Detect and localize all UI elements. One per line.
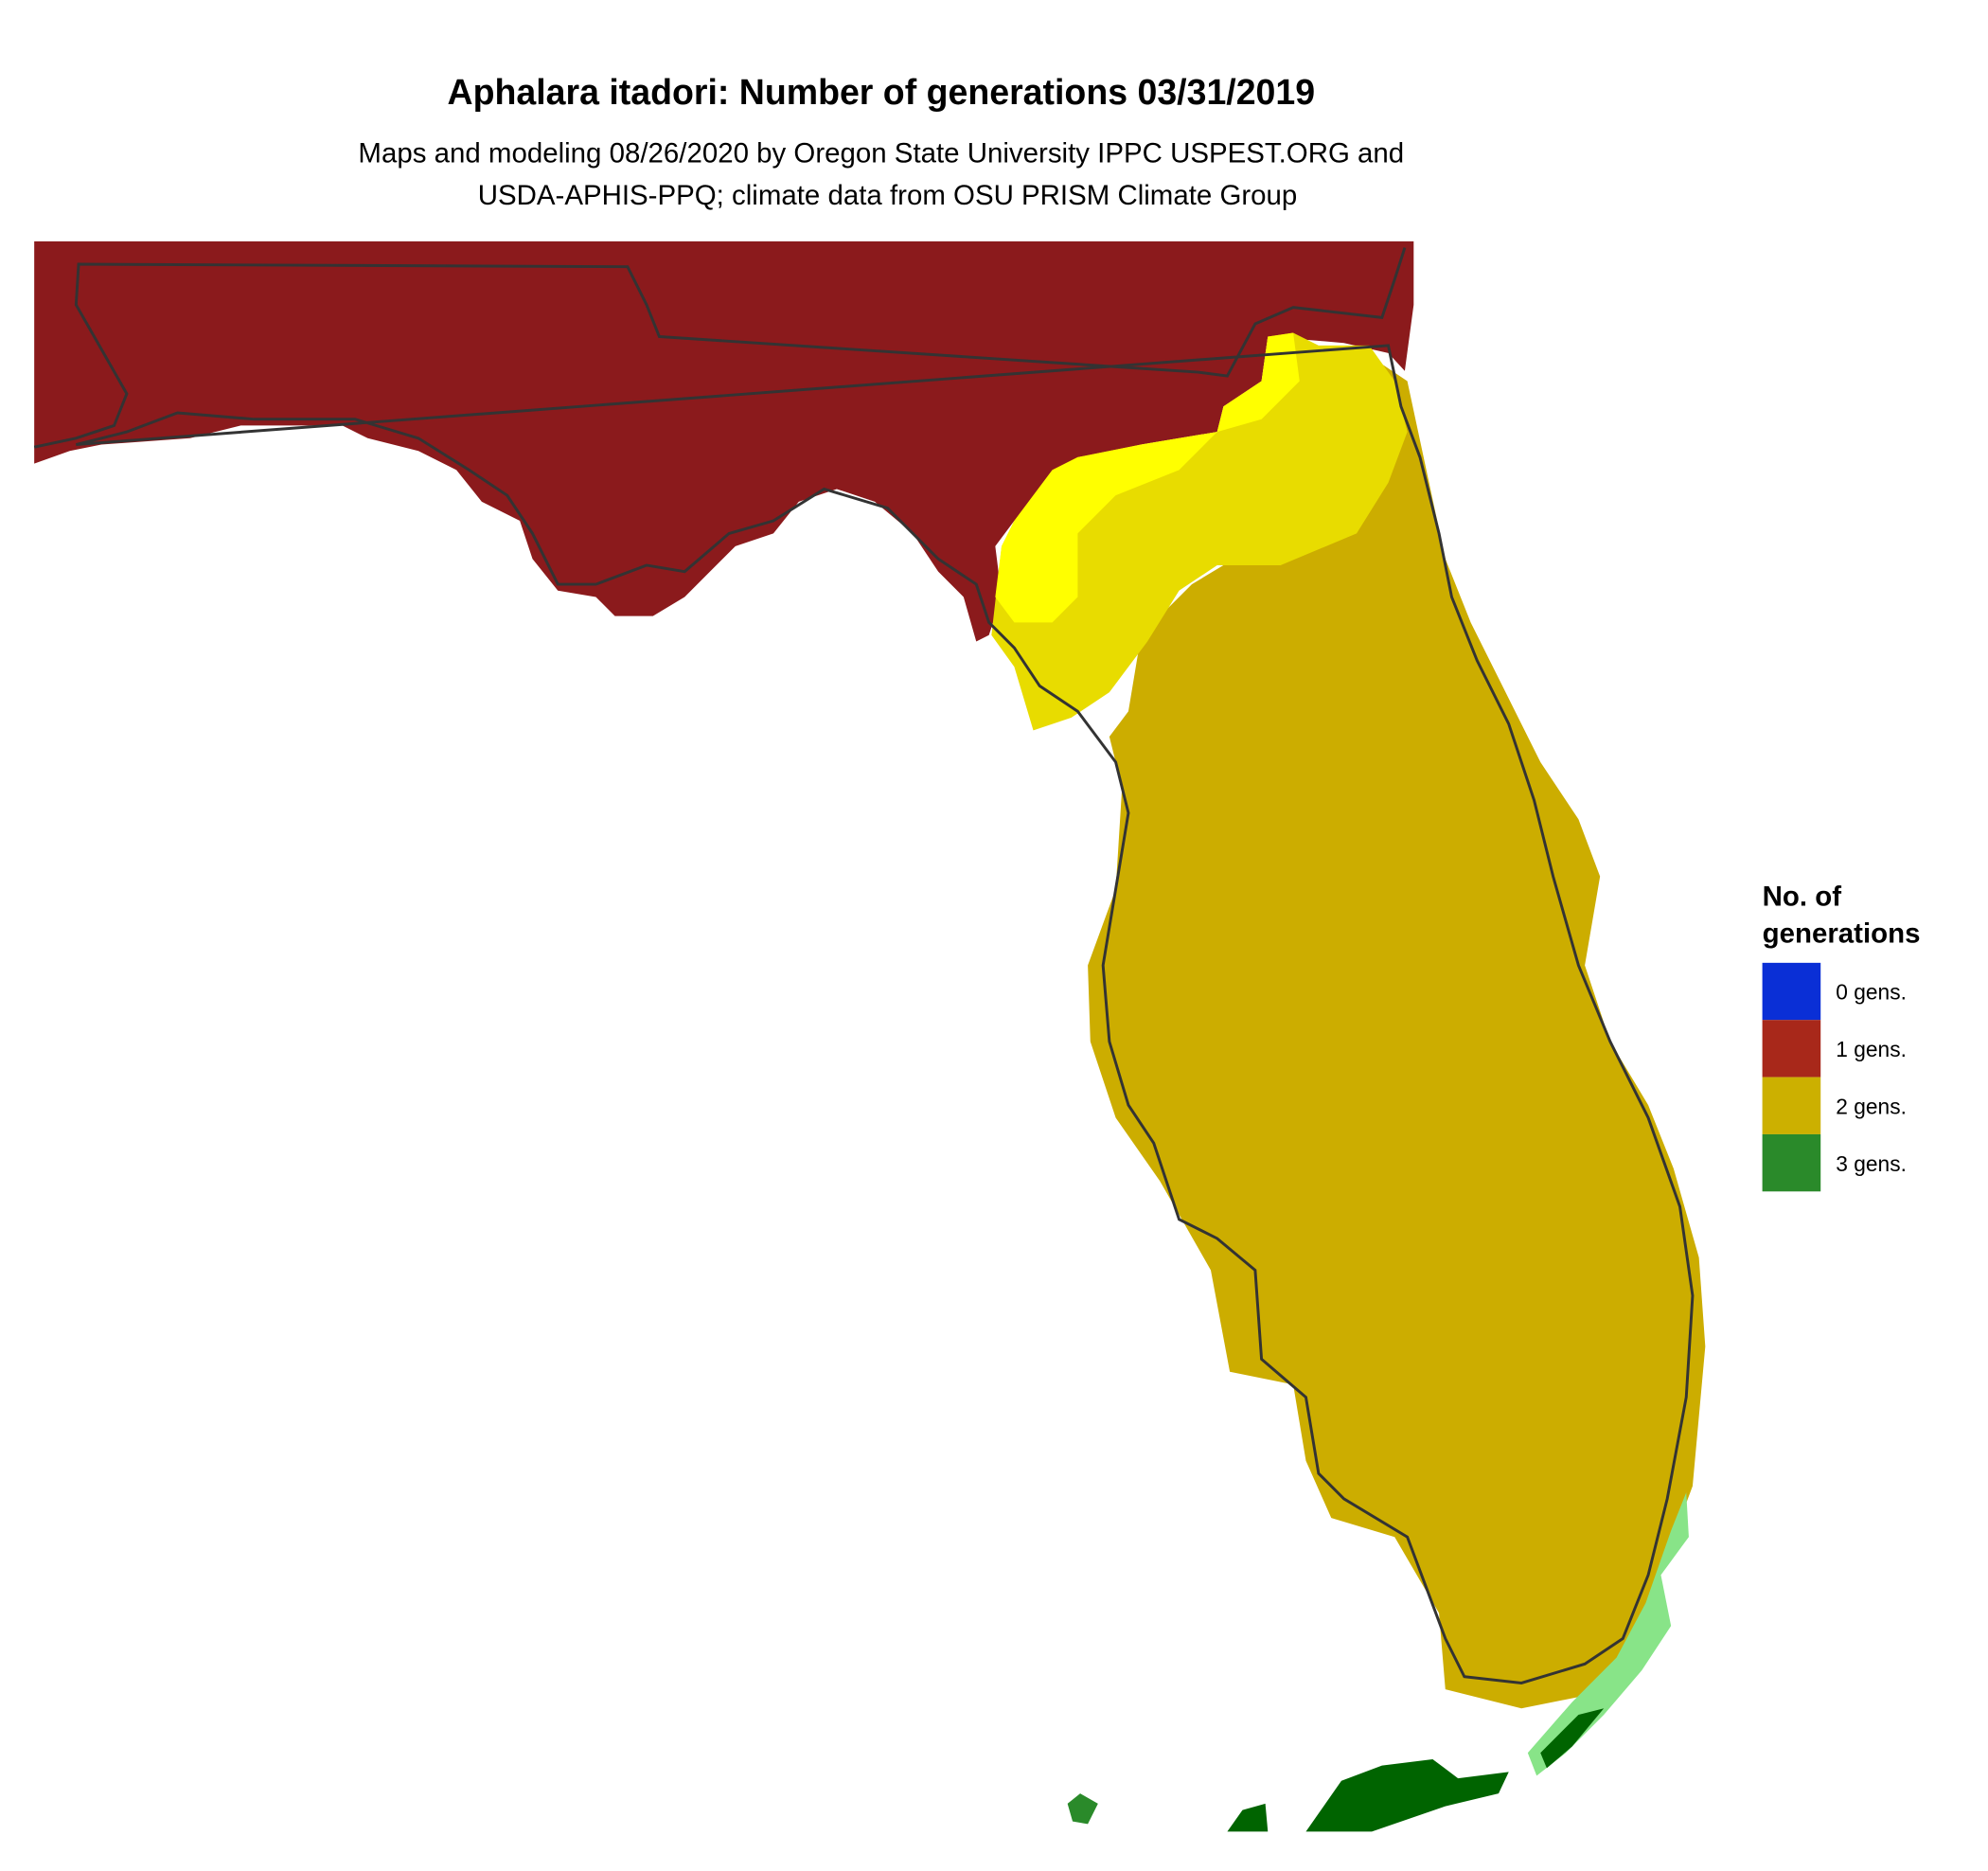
subtitle: Maps and modeling 08/26/2020 by Oregon S…	[358, 138, 1404, 169]
region-1-gen	[34, 241, 1414, 642]
subtitle: USDA-APHIS-PPQ; climate data from OSU PR…	[478, 180, 1298, 211]
map-regions	[34, 241, 1706, 1832]
legend-label: 1 gens.	[1836, 1037, 1907, 1061]
region-2-gen-light	[991, 332, 1408, 731]
region-3-gen-dark	[1540, 1708, 1605, 1769]
legend-label: 3 gens.	[1836, 1151, 1907, 1176]
title: Aphalara itadori: Number of generations …	[448, 72, 1316, 112]
legend-swatch	[1762, 1133, 1821, 1192]
region-3-gen-dark	[1227, 1803, 1269, 1832]
region-3-gen-light	[1527, 1492, 1689, 1776]
region-2-gen-bright	[995, 332, 1300, 623]
region-3-gen	[1067, 1793, 1098, 1825]
legend-label: 0 gens.	[1836, 980, 1907, 1005]
region-2-gen	[1088, 355, 1706, 1709]
region-3-gen-dark	[1305, 1758, 1509, 1832]
legend-title: generations	[1763, 918, 1921, 949]
legend-swatch	[1762, 962, 1821, 1021]
legend-swatch	[1762, 1077, 1821, 1134]
state-outline	[33, 247, 1695, 1684]
legend-title: No. of	[1763, 881, 1842, 912]
legend-label: 2 gens.	[1836, 1094, 1907, 1118]
legend: 0 gens. 1 gens. 2 gens. 3 gens.	[1762, 962, 1907, 1192]
legend-swatch	[1762, 1020, 1821, 1078]
